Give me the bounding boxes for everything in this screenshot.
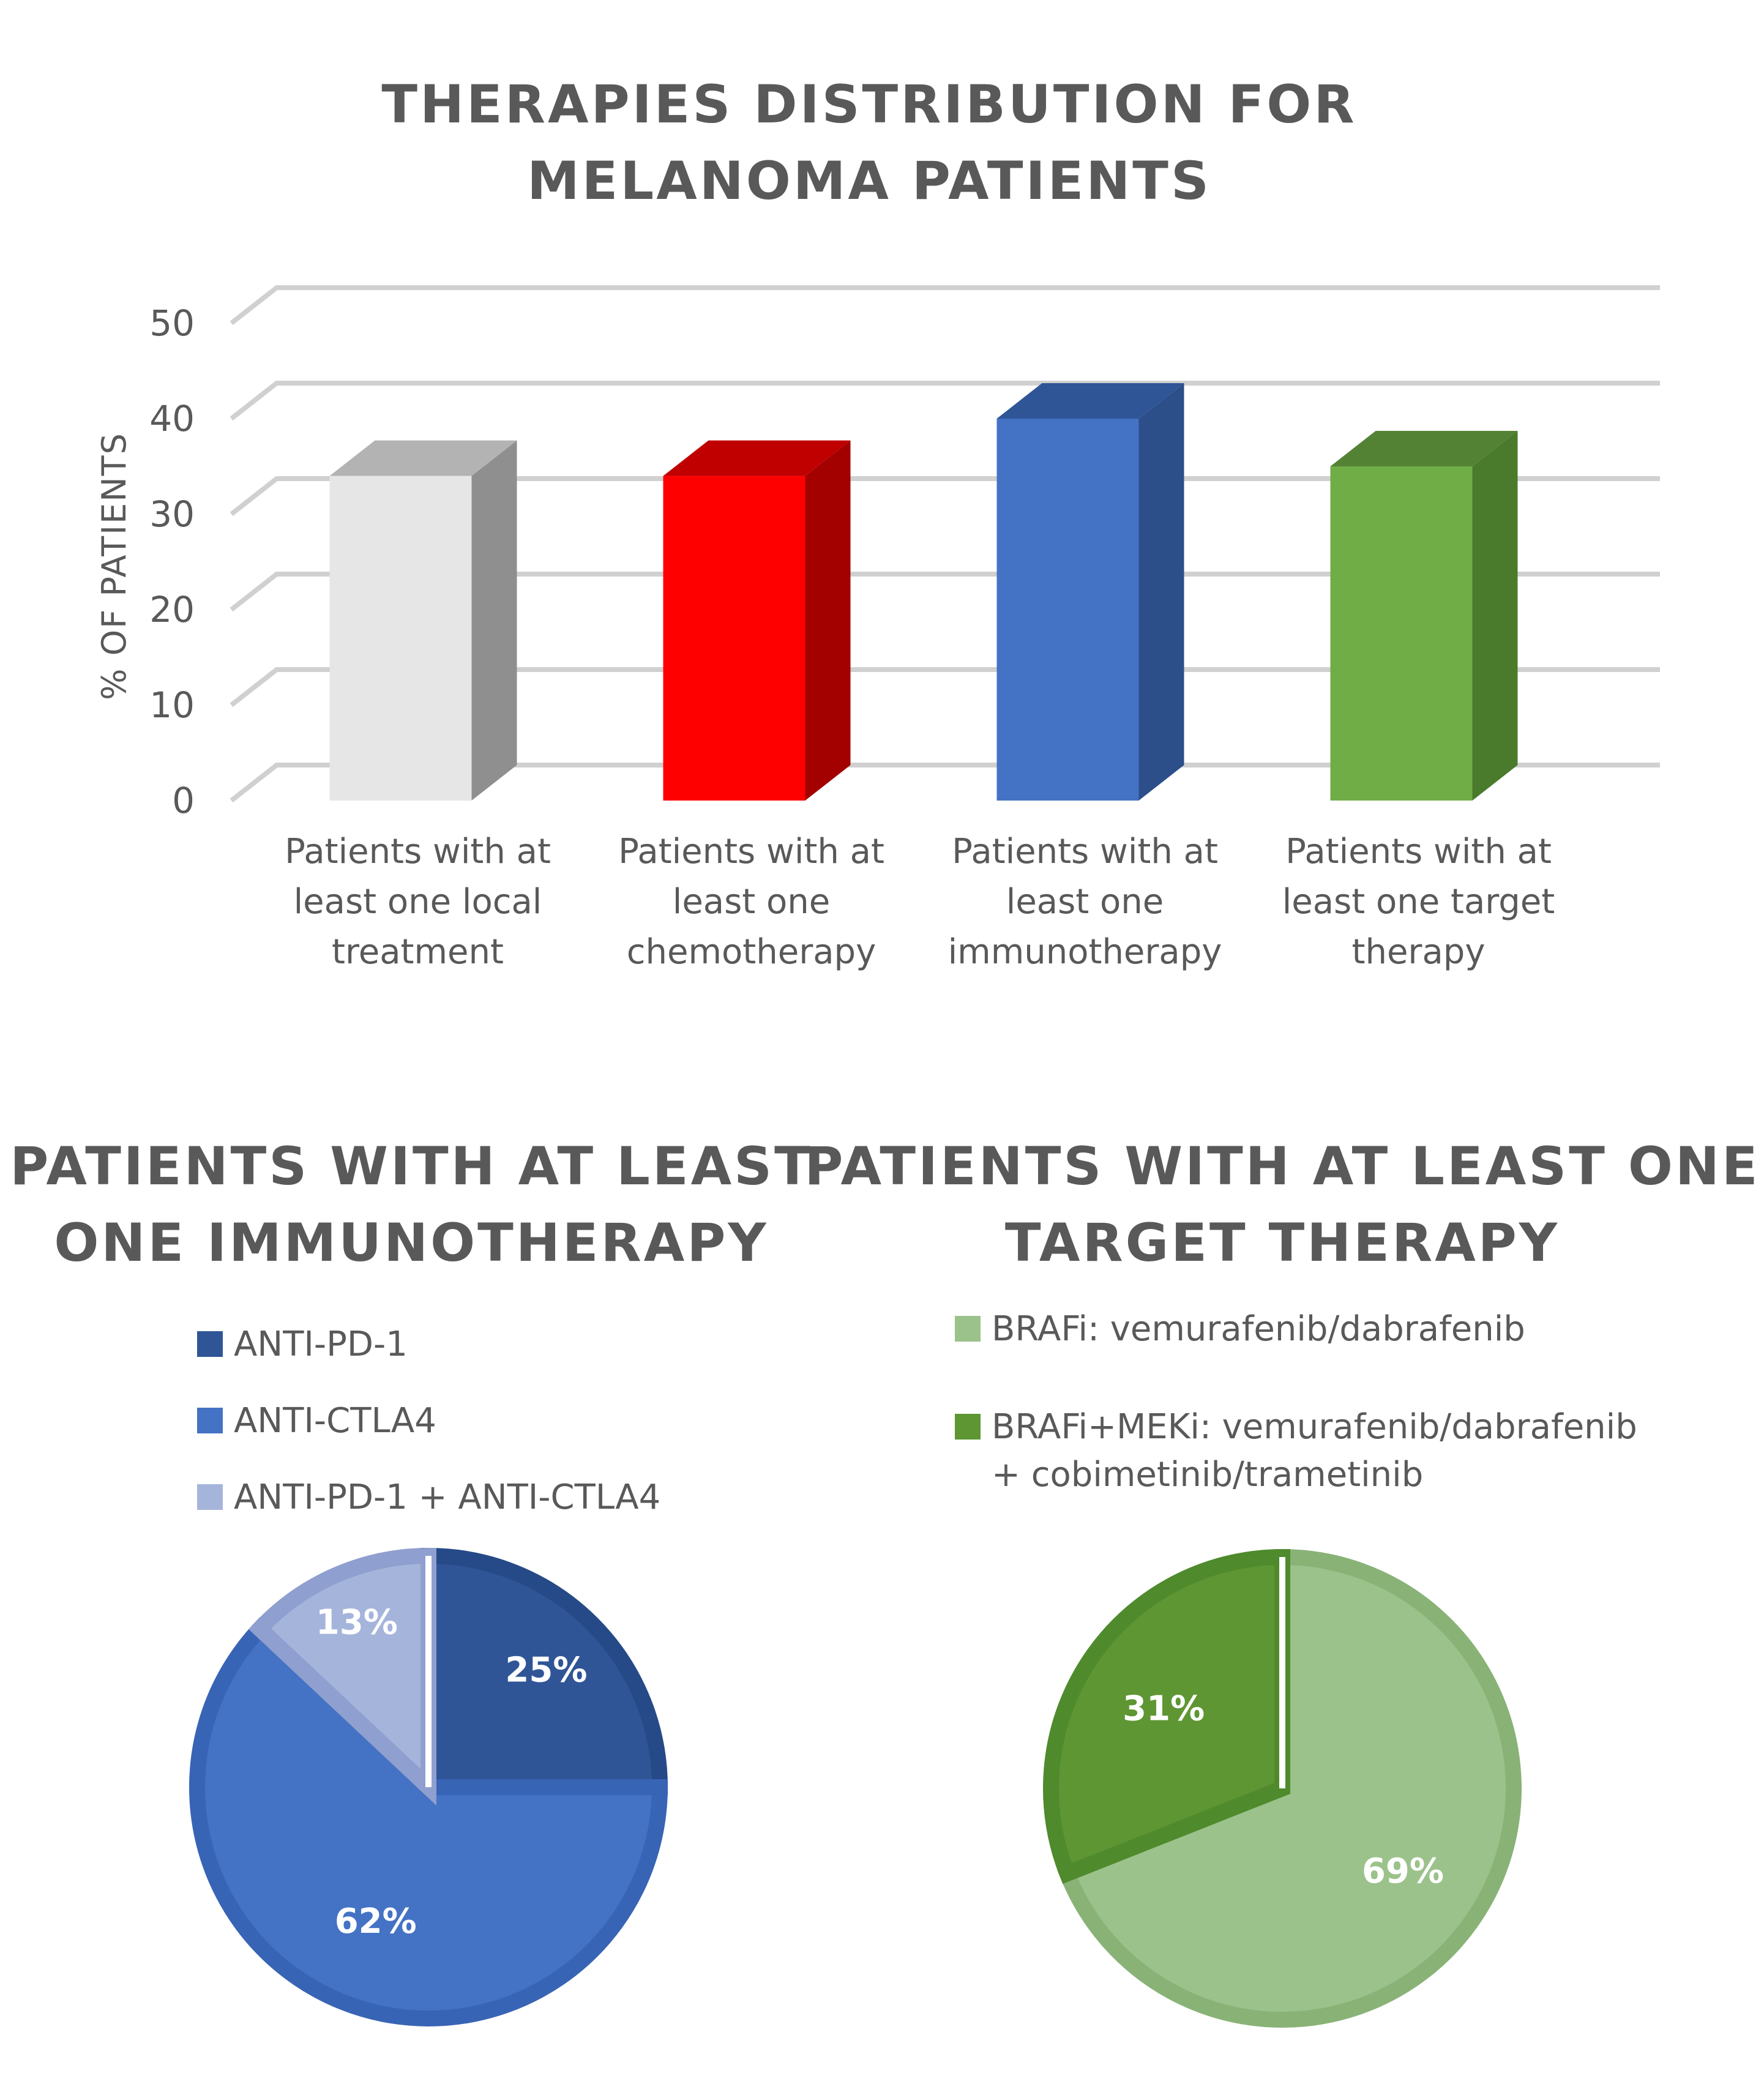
pie1-slice-1 [420,1547,668,1795]
pie2-title-line-1: PATIENTS WITH AT LEAST ONE [804,1136,1760,1197]
pie2-legend-label-2-line-1: BRAFi+MEKi: vemurafenib/dabrafenib [992,1407,1637,1447]
pie1-slice-3 [249,1547,436,1806]
bar-chart-bars [329,383,1518,801]
category-label-4-line-1: Patients with at [1285,832,1552,872]
gridline-10 [230,667,1660,708]
bar-1 [329,440,517,801]
y-tick-label-10: 10 [149,684,195,726]
bar-chart-title-line-1: THERAPIES DISTRIBUTION FOR [381,74,1356,135]
gridline-50 [230,285,1660,326]
bar-4-side [1472,431,1518,801]
bar-1-side [471,440,517,801]
pie2-legend: BRAFi: vemurafenib/dabrafenib BRAFi+MEKi:… [955,1309,1637,1495]
pie2-slice-2 [1043,1548,1290,1884]
bar-chart-y-axis-label: % OF PATIENTS [95,432,133,700]
category-label-3-line-2: least one [1006,882,1164,922]
bar-2-side [805,440,851,801]
category-label-3-line-1: Patients with at [952,832,1218,872]
bar-1-top [329,440,517,476]
category-label-2-line-3: chemotherapy [627,932,876,972]
gridline-20 [230,572,1660,612]
pie2-slice-1 [1056,1548,1522,2028]
gridline-0 [230,763,1660,803]
bar-4 [1330,431,1518,801]
pie2-legend-label-2-line-2: + cobimetinib/trametinib [992,1455,1423,1495]
pie2-data-label-2: 31% [1123,1689,1205,1728]
pie2-data-label-1: 69% [1362,1851,1444,1891]
pie1-title-line-1: PATIENTS WITH AT LEAST [10,1136,813,1197]
bar-1-front [329,476,472,801]
immunotherapy-pie-chart: PATIENTS WITH AT LEAST ONE IMMUNOTHERAPY… [10,1136,813,2026]
bar-4-front [1330,466,1473,801]
pie1-slice-2 [189,1617,668,2026]
category-label-2-line-1: Patients with at [618,832,884,872]
pie2-legend-label-1-line-1: BRAFi: vemurafenib/dabrafenib [992,1309,1525,1349]
bar-2-front [663,476,805,801]
pie1-legend-label-3: ANTI-PD-1 + ANTI-CTLA4 [234,1477,660,1517]
pie1-title-line-2: ONE IMMUNOTHERAPY [54,1212,768,1274]
pie1-data-label-1: 25% [505,1651,587,1690]
pie2-legend-swatch-1 [955,1316,981,1342]
bar-3-side [1138,383,1184,801]
bar-4-top [1330,431,1518,466]
y-tick-label-40: 40 [149,398,195,439]
category-label-4-line-2: least one target [1282,882,1555,922]
category-label-2-line-2: least one [673,882,830,922]
bar-2 [663,440,851,801]
y-tick-label-50: 50 [149,302,195,344]
bar-chart-gridlines [230,285,1660,803]
pie2-title-line-2: TARGET THERAPY [1005,1212,1560,1274]
pie2-legend-swatch-2 [955,1414,981,1440]
bar-chart: THERAPIES DISTRIBUTION FOR MELANOMA PATI… [95,74,1660,972]
bar-3 [996,383,1184,801]
pie1-legend-label-1: ANTI-PD-1 [234,1324,408,1364]
category-label-3-line-3: immunotherapy [948,932,1222,972]
pie1-legend-swatch-2 [197,1408,223,1433]
pie2-slices: 69% 31% [1043,1548,1522,2028]
bar-chart-category-labels: Patients with at least one local treatment… [285,832,1555,972]
bar-3-top [996,383,1184,419]
category-label-1-line-2: least one local [294,882,542,922]
pie1-data-label-3: 13% [316,1602,398,1642]
gridline-30 [230,476,1660,517]
category-label-1-line-1: Patients with at [285,832,551,872]
gridline-40 [230,381,1660,421]
bar-chart-title-line-2: MELANOMA PATIENTS [527,151,1211,212]
pie1-data-label-2: 62% [335,1902,417,1941]
y-tick-label-20: 20 [149,589,195,630]
y-tick-label-30: 30 [149,493,195,535]
bar-2-top [663,440,851,476]
pie1-slices: 25% 62% 13% [189,1547,668,2026]
pie1-legend-label-2: ANTI-CTLA4 [234,1401,436,1441]
bar-chart-y-ticks: 0 10 20 30 40 50 [149,302,195,821]
target-therapy-pie-chart: PATIENTS WITH AT LEAST ONE TARGET THERAP… [804,1136,1760,2028]
pie1-legend-swatch-3 [197,1484,223,1510]
pie1-legend: ANTI-PD-1 ANTI-CTLA4 ANTI-PD-1 + ANTI-CTLA… [197,1324,660,1517]
category-label-1-line-3: treatment [332,932,504,972]
bar-3-front [996,419,1139,801]
pie1-legend-swatch-1 [197,1331,223,1357]
category-label-4-line-3: therapy [1352,932,1486,972]
y-tick-label-0: 0 [172,780,195,821]
